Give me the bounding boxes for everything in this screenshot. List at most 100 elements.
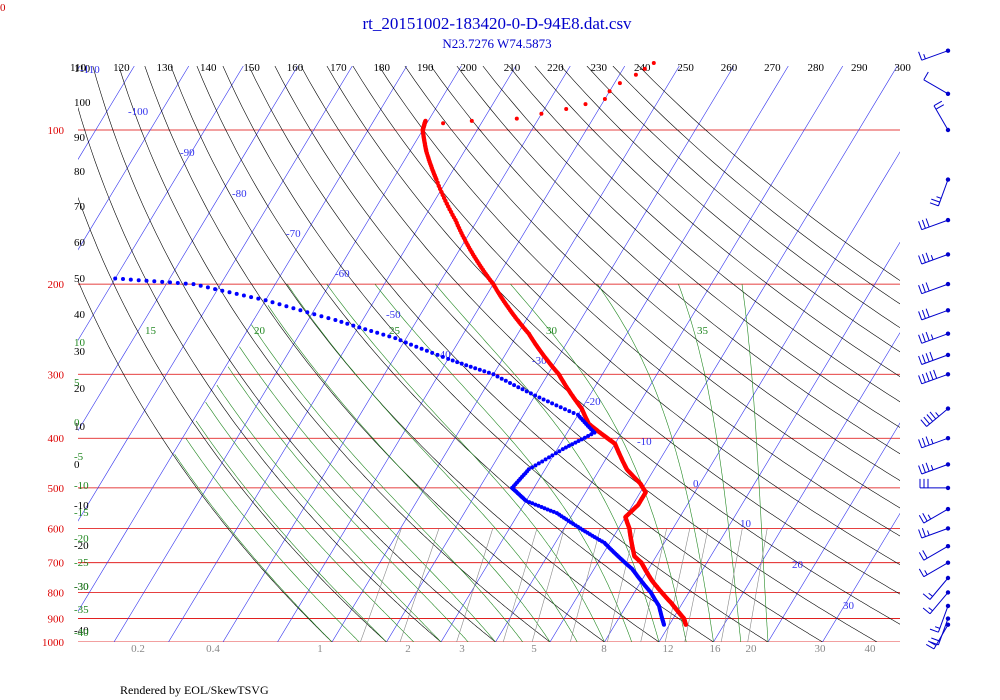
wind-barb-shaft	[929, 577, 949, 600]
dewpoint-point	[339, 319, 344, 324]
dewpoint-point	[409, 342, 413, 347]
mixing-ratio-label: 40	[865, 643, 877, 655]
dry-adiabat-line	[378, 66, 900, 537]
wind-barb-flag	[918, 375, 923, 384]
dewpoint-point	[491, 372, 496, 377]
wind-barb-flag	[921, 309, 926, 319]
isotherm-label: -80	[232, 188, 247, 200]
theta-left-label: 0	[74, 459, 80, 471]
dewpoint-point	[464, 363, 469, 368]
dewpoint-point	[333, 318, 338, 322]
theta-top-label: 260	[721, 62, 738, 74]
wind-barb	[918, 217, 951, 231]
mixing-ratio-line	[747, 528, 768, 642]
wind-barb-half-flag	[927, 514, 932, 520]
wind-barb	[918, 526, 951, 539]
dewpoint-point	[558, 405, 563, 410]
moist-adiabat-line	[326, 283, 605, 642]
wind-barb	[920, 406, 951, 427]
dewpoint-point	[571, 411, 576, 415]
wind-barb-flag	[931, 198, 940, 203]
upper-temperature-point	[583, 102, 588, 107]
dewpoint-point	[305, 310, 310, 315]
dewpoint-point	[175, 281, 180, 285]
mixing-ratio-label: 2	[405, 643, 411, 655]
isotherm-line	[78, 66, 299, 432]
dewpoint-point	[550, 401, 555, 406]
theta-left-label: 20	[74, 383, 86, 395]
dewpoint-point	[545, 507, 550, 512]
moist-adiabat-line	[597, 283, 714, 642]
dewpoint-point	[586, 434, 591, 438]
moist-left-label: -10	[74, 480, 89, 492]
theta-left-label: -20	[74, 540, 89, 552]
isotherm-line	[78, 66, 190, 251]
theta-top-label: 210	[504, 62, 521, 74]
wind-barb-shaft	[921, 527, 949, 539]
wind-barb-flag	[929, 411, 937, 420]
wind-barb-half-flag	[930, 334, 934, 340]
dry-adiabat-line	[482, 66, 900, 428]
theta-top-label: 110	[70, 62, 87, 74]
dry-adiabat-line	[586, 66, 900, 329]
dewpoint-point	[220, 288, 225, 293]
dewpoint-point	[516, 385, 521, 390]
wind-barb-shaft	[923, 79, 949, 95]
moist-adiabat-line	[434, 283, 660, 642]
theta-top-label: 120	[113, 62, 130, 74]
dewpoint-point	[128, 277, 133, 282]
moist-left-label: 10	[74, 337, 86, 349]
theta-left-label: 80	[74, 166, 86, 178]
mixing-ratio-line	[684, 528, 709, 642]
isotherm-label: -10	[637, 436, 652, 448]
isotherm-line	[331, 66, 680, 642]
moist-adiabat-label: 35	[697, 325, 709, 337]
upper-temperature-point	[539, 111, 544, 116]
dry-adiabat-line	[430, 66, 900, 481]
dewpoint-point	[592, 430, 597, 435]
theta-top-label: 250	[677, 62, 694, 74]
wind-barb-flag	[925, 462, 930, 472]
upper-temperature-point	[514, 116, 519, 121]
isotherm-line	[78, 66, 408, 612]
isotherm-label: 10	[740, 518, 752, 530]
wind-barb	[933, 100, 951, 133]
wind-barb-flag	[918, 465, 923, 475]
dewpoint-point	[198, 283, 203, 288]
isotherm-label: -50	[386, 309, 401, 321]
dewpoint-point	[589, 432, 594, 437]
wind-barb-flag	[920, 419, 927, 427]
dewpoint-point	[270, 300, 275, 305]
wind-barb-flag	[925, 252, 930, 262]
wind-barb-flag	[929, 628, 939, 633]
isotherm-line	[604, 151, 900, 642]
dewpoint-point	[205, 285, 210, 290]
upper-temperature-point	[642, 66, 647, 71]
wind-barb-flag	[925, 282, 930, 292]
dry-adiabat-line	[300, 66, 900, 625]
isotherm-label: 20	[792, 559, 804, 571]
isotherm-line	[168, 66, 517, 642]
pressure-label: 800	[48, 587, 65, 599]
theta-left-label: -30	[74, 581, 89, 593]
mixing-ratio-line	[502, 528, 538, 642]
wind-barb-flag	[921, 219, 926, 229]
wind-barb-shaft	[921, 50, 949, 61]
wind-barb-shaft	[923, 545, 949, 561]
dewpoint-point	[563, 407, 567, 412]
dewpoint-point	[567, 409, 572, 414]
moist-adiabat-line	[678, 283, 742, 642]
dry-adiabat-line	[78, 280, 333, 642]
wind-barb-flag	[918, 552, 925, 561]
wind-barb-shaft	[929, 592, 949, 615]
wind-barb-shaft	[921, 283, 949, 295]
wind-barb-flag	[922, 513, 928, 522]
dry-adiabat-line	[456, 66, 900, 455]
dry-adiabat-line	[222, 66, 769, 642]
isotherm-line	[440, 66, 789, 642]
dewpoint-point	[524, 498, 529, 503]
wind-barb-flag	[925, 372, 930, 382]
moist-left-label: 5	[74, 377, 80, 389]
wind-barb-half-flag	[927, 530, 930, 536]
pressure-label: 100	[48, 125, 65, 137]
